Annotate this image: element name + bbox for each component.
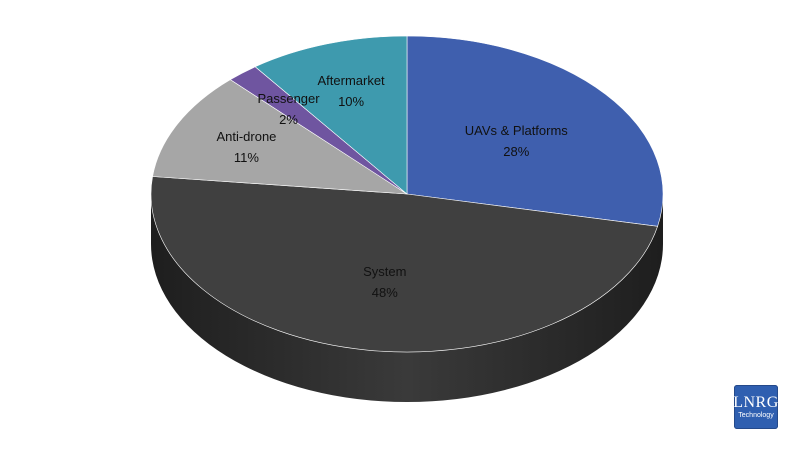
slice-category-label: Passenger <box>257 91 320 106</box>
slice-value-label: 11% <box>234 150 259 165</box>
slice-value-label: 28% <box>503 144 529 159</box>
pie-side <box>151 194 663 402</box>
slice-category-label: System <box>363 264 406 279</box>
pie-slice-uavs-platforms <box>406 35 664 227</box>
pie-slice-anti-drone <box>152 79 409 195</box>
pie-slice-aftermarket <box>254 35 408 195</box>
slice-value-label: 10% <box>338 94 364 109</box>
slice-category-label: UAVs & Platforms <box>465 123 569 138</box>
slice-category-label: Anti-drone <box>216 129 276 144</box>
slice-value-label: 48% <box>372 285 398 300</box>
logo-sub-text: Technology <box>738 411 774 419</box>
lnrg-logo: LNRG Technology <box>733 385 779 429</box>
pie-slice-system <box>150 176 658 353</box>
slice-value-label: 2% <box>279 112 298 127</box>
logo-main-text: LNRG <box>733 393 779 411</box>
slice-category-label: Aftermarket <box>317 73 385 88</box>
